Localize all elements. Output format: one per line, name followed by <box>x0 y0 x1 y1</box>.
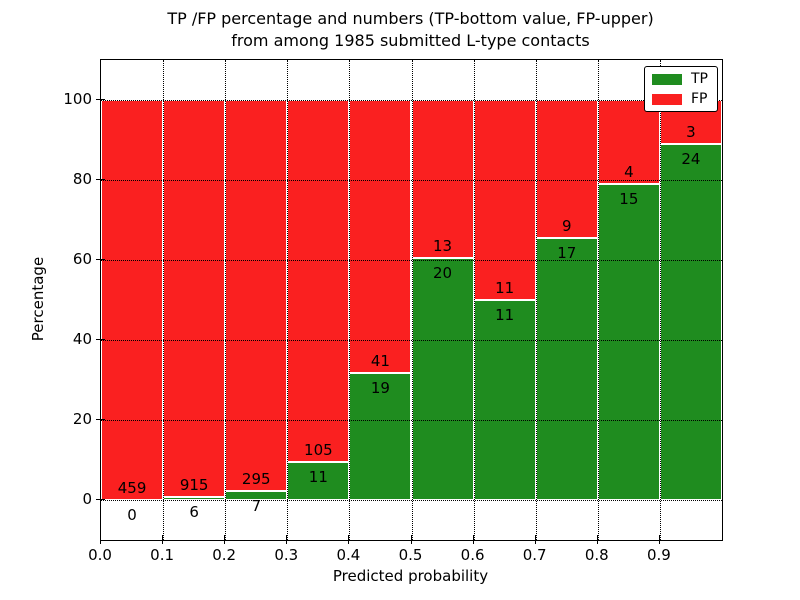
x-tick <box>224 535 226 544</box>
legend-swatch-fp <box>652 93 682 105</box>
y-tick <box>96 339 105 340</box>
bar-segment-fp <box>535 100 598 239</box>
tp-count-label: 20 <box>433 263 453 282</box>
bar-segment-tp <box>535 238 598 500</box>
legend-entry-tp: TP <box>652 72 708 86</box>
x-tick <box>286 535 288 544</box>
legend-label-fp: FP <box>691 91 708 107</box>
bar-segment-tp <box>659 144 722 500</box>
legend-label-tp: TP <box>691 71 708 87</box>
tp-count-label: 19 <box>370 379 390 398</box>
fp-count-label: 459 <box>117 479 147 497</box>
tp-count-label: 11 <box>495 306 515 324</box>
x-tick-label: 0.8 <box>584 546 609 564</box>
x-tick-label: 0.3 <box>274 546 299 564</box>
x-tick <box>410 535 412 544</box>
y-tick <box>96 259 105 260</box>
x-tick <box>100 535 101 544</box>
y-tick <box>96 499 105 500</box>
bar-segment-tp <box>473 300 536 500</box>
chart-title-line1: TP /FP percentage and numbers (TP-bottom… <box>167 9 654 28</box>
bar-segment-fp <box>411 100 474 258</box>
tp-count-label: 0 <box>127 506 137 524</box>
x-tick-label: 0.6 <box>460 546 485 564</box>
fp-count-label: 11 <box>495 279 515 297</box>
x-tick-label: 0.7 <box>522 546 547 564</box>
legend-entry-fp: FP <box>652 92 708 106</box>
bar-segment-fp <box>597 100 660 185</box>
grid-line-vertical <box>411 60 413 540</box>
grid-line-horizontal <box>101 340 722 341</box>
grid-line-vertical <box>287 60 289 540</box>
fp-count-label: 13 <box>433 236 453 255</box>
x-tick-label: 0.4 <box>336 546 361 564</box>
fp-count-label: 3 <box>686 123 696 142</box>
x-tick-label: 0.5 <box>398 546 423 564</box>
bar-segment-fp <box>225 100 288 491</box>
tp-count-label: 6 <box>189 503 199 522</box>
fp-count-label: 295 <box>241 469 271 488</box>
chart-title: TP /FP percentage and numbers (TP-bottom… <box>100 8 721 52</box>
grid-line-horizontal <box>101 500 722 501</box>
x-tick <box>534 535 536 544</box>
bar-segment-fp <box>163 100 226 498</box>
x-tick <box>162 535 164 544</box>
x-tick-label: 0.2 <box>212 546 237 564</box>
bar-segment-fp <box>287 100 350 463</box>
x-tick-label: 0.0 <box>88 546 112 564</box>
y-tick <box>96 99 105 100</box>
tp-count-label: 15 <box>619 190 639 209</box>
y-tick <box>96 179 105 180</box>
legend-swatch-tp <box>652 73 682 85</box>
bar-segment-tp <box>287 462 350 500</box>
fp-count-label: 9 <box>561 217 572 236</box>
x-tick <box>472 535 474 544</box>
y-tick <box>96 419 105 420</box>
legend: TP FP <box>644 66 718 112</box>
y-axis-label: Percentage <box>29 256 47 342</box>
grid-line-vertical <box>163 60 165 540</box>
y-tick-label: 100 <box>63 90 92 108</box>
x-tick-label: 0.9 <box>646 546 671 564</box>
grid-line-horizontal <box>101 420 722 421</box>
y-tick-label: 80 <box>72 170 92 188</box>
tp-count-label: 7 <box>251 496 262 515</box>
tp-count-label: 17 <box>557 244 577 263</box>
y-tick-label: 0 <box>82 490 92 508</box>
y-tick-label: 60 <box>72 250 92 268</box>
grid-line-vertical <box>349 60 351 540</box>
bar-segment-fp <box>349 100 412 374</box>
x-axis-label: Predicted probability <box>332 567 489 585</box>
y-tick-label: 40 <box>72 330 92 348</box>
bar-segment-fp <box>473 100 536 300</box>
grid-line-horizontal <box>101 100 722 101</box>
tp-count-label: 11 <box>308 468 328 487</box>
y-tick-label: 20 <box>72 410 92 428</box>
x-tick-label: 0.1 <box>150 546 175 564</box>
fp-count-label: 41 <box>370 352 390 371</box>
plot-area: TP FP 459 0 915 6 295 7 105 11 41 19 13 20 11 11 9 17 4 15… <box>100 59 723 541</box>
bar-segment-tp <box>349 373 412 500</box>
bar-segment-tp <box>597 184 660 500</box>
grid-line-vertical <box>659 60 661 540</box>
grid-line-vertical <box>225 60 227 540</box>
fp-count-label: 105 <box>304 441 333 460</box>
x-tick <box>348 535 350 544</box>
fp-count-label: 915 <box>179 476 209 495</box>
bar-segment-tp <box>411 257 474 500</box>
grid-line-horizontal <box>101 260 722 261</box>
grid-line-vertical <box>597 60 599 540</box>
bar-segment-fp <box>101 100 164 500</box>
x-tick <box>658 535 660 544</box>
tp-count-label: 24 <box>681 150 701 169</box>
x-tick <box>596 535 598 544</box>
grid-line-horizontal <box>101 180 722 181</box>
chart-title-line2: from among 1985 submitted L-type contact… <box>231 31 590 50</box>
fp-count-label: 4 <box>624 163 634 182</box>
grid-line-vertical <box>535 60 537 540</box>
grid-line-vertical <box>473 60 475 540</box>
